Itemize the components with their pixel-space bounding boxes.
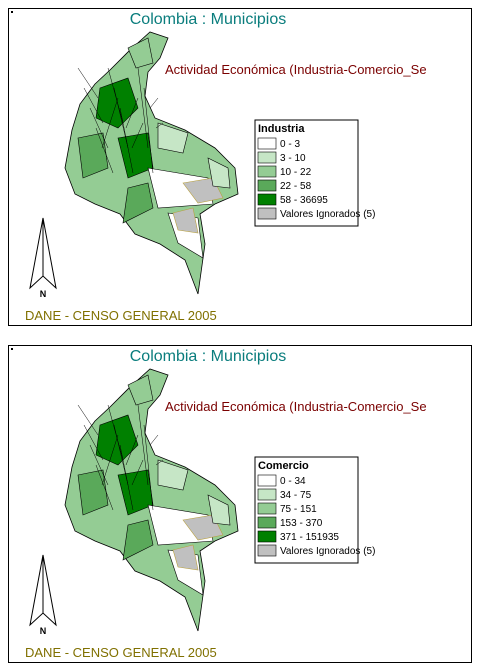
region bbox=[122, 519, 154, 561]
region bbox=[207, 157, 231, 189]
legend-swatch bbox=[257, 193, 277, 206]
border-line bbox=[125, 434, 139, 466]
legend-swatch bbox=[257, 544, 277, 557]
legend-swatch bbox=[257, 207, 277, 220]
map-title: Colombia : Municipios bbox=[130, 11, 287, 28]
legend-swatch bbox=[257, 502, 277, 515]
north-label: N bbox=[40, 289, 47, 299]
legend-label: Valores Ignorados (5) bbox=[280, 209, 375, 220]
region bbox=[77, 469, 109, 516]
map-subtitle: Actividad Económica (Industria-Comercio_… bbox=[165, 399, 427, 414]
border-line bbox=[143, 424, 154, 511]
border-line bbox=[89, 444, 109, 486]
legend-label: 34 - 75 bbox=[280, 490, 312, 501]
region bbox=[95, 77, 139, 129]
legend-label: 0 - 34 bbox=[280, 476, 306, 487]
corner-dot bbox=[11, 348, 13, 350]
border-line bbox=[77, 67, 99, 99]
border-line bbox=[101, 97, 119, 149]
border-line bbox=[113, 424, 129, 486]
region bbox=[157, 122, 189, 154]
country-map bbox=[64, 368, 239, 632]
border-line bbox=[119, 444, 134, 511]
region bbox=[95, 414, 139, 466]
corner-dot bbox=[11, 11, 13, 13]
border-line bbox=[89, 107, 109, 149]
border-line bbox=[125, 97, 139, 129]
map-title: Colombia : Municipios bbox=[130, 348, 287, 365]
footer: DANE - CENSO GENERAL 2005 bbox=[25, 645, 217, 660]
legend-swatch bbox=[257, 165, 277, 178]
border-line bbox=[113, 87, 129, 149]
region bbox=[77, 132, 109, 179]
region bbox=[172, 544, 199, 571]
legend-label: 3 - 10 bbox=[280, 153, 306, 164]
region bbox=[122, 182, 154, 224]
legend-swatch bbox=[257, 488, 277, 501]
border-line bbox=[95, 464, 114, 511]
border-line bbox=[155, 459, 164, 466]
border-line bbox=[149, 434, 159, 446]
north-arrow bbox=[29, 554, 57, 627]
legend-label: 10 - 22 bbox=[280, 167, 312, 178]
legend-label: 0 - 3 bbox=[280, 139, 300, 150]
region bbox=[127, 374, 154, 406]
map-subtitle: Actividad Económica (Industria-Comercio_… bbox=[165, 62, 427, 77]
footer: DANE - CENSO GENERAL 2005 bbox=[25, 308, 217, 323]
legend-title: Industria bbox=[258, 123, 305, 135]
border-line bbox=[83, 87, 104, 124]
border-line bbox=[77, 404, 99, 436]
border-line bbox=[131, 459, 144, 486]
border-line bbox=[149, 97, 159, 109]
legend-label: Valores Ignorados (5) bbox=[280, 546, 375, 557]
map-panel: Colombia : Municipios Actividad Económica… bbox=[8, 345, 472, 663]
border-line bbox=[137, 404, 149, 486]
legend-swatch bbox=[257, 474, 277, 487]
north-label: N bbox=[40, 626, 47, 636]
north-arrow bbox=[29, 217, 57, 290]
border-line bbox=[131, 122, 144, 149]
legend-title: Comercio bbox=[258, 460, 309, 472]
legend-swatch bbox=[257, 151, 277, 164]
border-line bbox=[137, 67, 149, 149]
legend-swatch bbox=[257, 530, 277, 543]
region bbox=[207, 494, 231, 526]
border-line bbox=[83, 424, 104, 461]
legend-swatch bbox=[257, 516, 277, 529]
legend-label: 58 - 36695 bbox=[280, 195, 328, 206]
border-line bbox=[155, 122, 164, 129]
region bbox=[172, 207, 199, 234]
country-map bbox=[64, 31, 239, 295]
legend-label: 153 - 370 bbox=[280, 518, 323, 529]
region bbox=[157, 459, 189, 491]
legend-swatch bbox=[257, 179, 277, 192]
border-line bbox=[143, 87, 154, 174]
border-line bbox=[119, 107, 134, 174]
border-line bbox=[101, 434, 119, 486]
legend-swatch bbox=[257, 137, 277, 150]
region bbox=[127, 37, 154, 69]
legend-label: 75 - 151 bbox=[280, 504, 317, 515]
map-panel: Colombia : Municipios Actividad Económica… bbox=[8, 8, 472, 326]
legend-label: 22 - 58 bbox=[280, 181, 312, 192]
legend-label: 371 - 151935 bbox=[280, 532, 339, 543]
border-line bbox=[95, 127, 114, 174]
